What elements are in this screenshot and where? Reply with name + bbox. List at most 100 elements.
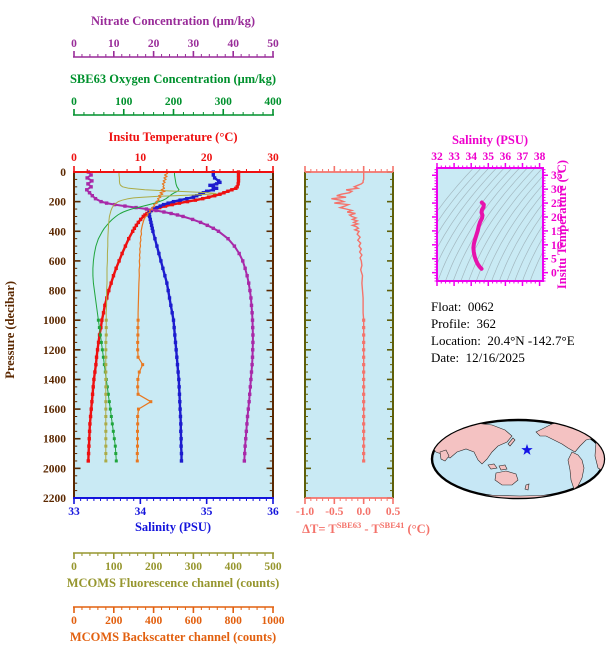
- svg-text:0: 0: [71, 38, 77, 50]
- svg-text:300: 300: [185, 561, 203, 573]
- svg-text:30: 30: [188, 38, 200, 50]
- svg-text:40: 40: [227, 38, 239, 50]
- profile-line: Profile: 362: [431, 315, 575, 332]
- delta-t-title-post: (°C): [404, 522, 430, 537]
- svg-text:100: 100: [115, 96, 133, 108]
- delta-t-title-sup2: SBE41: [379, 520, 405, 530]
- svg-text:1000: 1000: [43, 315, 66, 327]
- series-mcoms-backscatter: [135, 171, 169, 463]
- float-location-star-icon: [521, 444, 533, 455]
- svg-text:800: 800: [49, 286, 67, 298]
- svg-text:34: 34: [135, 506, 147, 518]
- ts-diagram-group: 32 33 34 35 36 37 38 0 5 10 15 20 25 30 35: [431, 151, 563, 286]
- backscatter-axis-title: MCOMS Backscatter channel (counts): [69, 630, 277, 644]
- svg-text:200: 200: [145, 561, 163, 573]
- svg-text:300: 300: [215, 96, 233, 108]
- delta-t-title-sup1: SBE63: [336, 520, 362, 530]
- date-label: Date:: [431, 350, 460, 365]
- svg-text:20: 20: [201, 152, 213, 164]
- svg-text:1800: 1800: [43, 434, 66, 446]
- svg-text:30: 30: [267, 152, 279, 164]
- svg-text:38: 38: [534, 151, 546, 163]
- profile-label: Profile:: [431, 316, 470, 331]
- svg-text:33: 33: [448, 151, 460, 163]
- svg-text:10: 10: [135, 152, 147, 164]
- delta-t-plot-group: -1.0 -0.5 0.0 0.5: [296, 166, 401, 518]
- svg-text:37: 37: [517, 151, 529, 163]
- location-value: 20.4°N -142.7°E: [487, 333, 575, 348]
- oxygen-axis-title: SBE63 Oxygen Concentration (μm/kg): [69, 72, 277, 86]
- svg-text:0: 0: [71, 561, 77, 573]
- svg-text:36: 36: [267, 506, 279, 518]
- svg-text:10: 10: [551, 240, 563, 252]
- svg-text:600: 600: [185, 615, 203, 627]
- svg-text:200: 200: [165, 96, 183, 108]
- svg-text:-0.5: -0.5: [325, 506, 343, 518]
- svg-text:100: 100: [105, 561, 123, 573]
- isopycnal-contours: [437, 168, 543, 281]
- svg-text:35: 35: [483, 151, 495, 163]
- svg-text:0: 0: [71, 152, 77, 164]
- svg-text:200: 200: [105, 615, 123, 627]
- svg-text:30: 30: [551, 184, 563, 196]
- svg-text:50: 50: [267, 38, 279, 50]
- ts-salinity-axis-title: Salinity (PSU): [451, 133, 529, 147]
- svg-text:2000: 2000: [43, 463, 66, 475]
- svg-text:25: 25: [551, 198, 563, 210]
- svg-text:800: 800: [225, 615, 243, 627]
- svg-text:600: 600: [49, 256, 67, 268]
- series-salinity: [147, 170, 222, 463]
- location-label: Location:: [431, 333, 481, 348]
- svg-text:0.0: 0.0: [356, 506, 371, 518]
- float-id-label: Float:: [431, 299, 462, 314]
- svg-text:1200: 1200: [43, 345, 66, 357]
- date-value: 12/16/2025: [465, 350, 525, 365]
- svg-text:33: 33: [68, 506, 80, 518]
- salinity-axis-title: Salinity (PSU): [134, 520, 212, 534]
- svg-text:15: 15: [551, 226, 563, 238]
- svg-text:20: 20: [551, 212, 563, 224]
- pressure-axis-title: Pressure (decibar): [3, 281, 17, 379]
- delta-t-axis-title: ΔT= TSBE63 - TSBE41 (°C): [302, 520, 430, 537]
- svg-text:0.5: 0.5: [386, 506, 401, 518]
- series-mcoms-fluorescence: [104, 171, 217, 463]
- svg-text:10: 10: [108, 38, 120, 50]
- svg-text:0: 0: [71, 615, 77, 627]
- svg-text:400: 400: [145, 615, 163, 627]
- svg-text:0: 0: [60, 167, 66, 179]
- svg-text:400: 400: [225, 561, 243, 573]
- svg-text:36: 36: [500, 151, 512, 163]
- svg-text:1000: 1000: [262, 615, 285, 627]
- svg-text:5: 5: [551, 254, 557, 266]
- svg-text:32: 32: [431, 151, 443, 163]
- svg-text:34: 34: [465, 151, 477, 163]
- temperature-axis-title: Insitu Temperature (°C): [108, 130, 238, 144]
- svg-text:400: 400: [264, 96, 282, 108]
- date-line: Date: 12/16/2025: [431, 349, 575, 366]
- fluorescence-axis-title: MCOMS Fluorescence channel (counts): [66, 576, 280, 590]
- nitrate-axis-title: Nitrate Concentration (μm/kg): [91, 14, 255, 28]
- series-nitrate: [85, 170, 255, 463]
- svg-text:200: 200: [49, 197, 67, 209]
- float-id-line: Float: 0062: [431, 298, 575, 315]
- svg-text:20: 20: [148, 38, 160, 50]
- delta-t-title-mid: - T: [361, 522, 380, 537]
- svg-text:-1.0: -1.0: [296, 506, 314, 518]
- location-line: Location: 20.4°N -142.7°E: [431, 332, 575, 349]
- profile-plot-group: 0200400600800100012001400160018002000220…: [43, 38, 285, 627]
- svg-text:0: 0: [551, 268, 557, 280]
- location-map-group: [430, 418, 606, 500]
- svg-text:0: 0: [71, 96, 77, 108]
- float-info-block: Float: 0062 Profile: 362 Location: 20.4°…: [431, 298, 575, 366]
- svg-text:400: 400: [49, 226, 67, 238]
- svg-text:1400: 1400: [43, 374, 66, 386]
- float-id-value: 0062: [467, 299, 494, 314]
- delta-t-title-pre: ΔT= T: [302, 522, 337, 537]
- svg-text:35: 35: [201, 506, 213, 518]
- svg-text:2200: 2200: [43, 493, 66, 505]
- profile-value: 362: [476, 316, 497, 331]
- ts-temperature-axis-title: Insitu Temperature (°C): [555, 160, 569, 290]
- svg-text:35: 35: [551, 170, 563, 182]
